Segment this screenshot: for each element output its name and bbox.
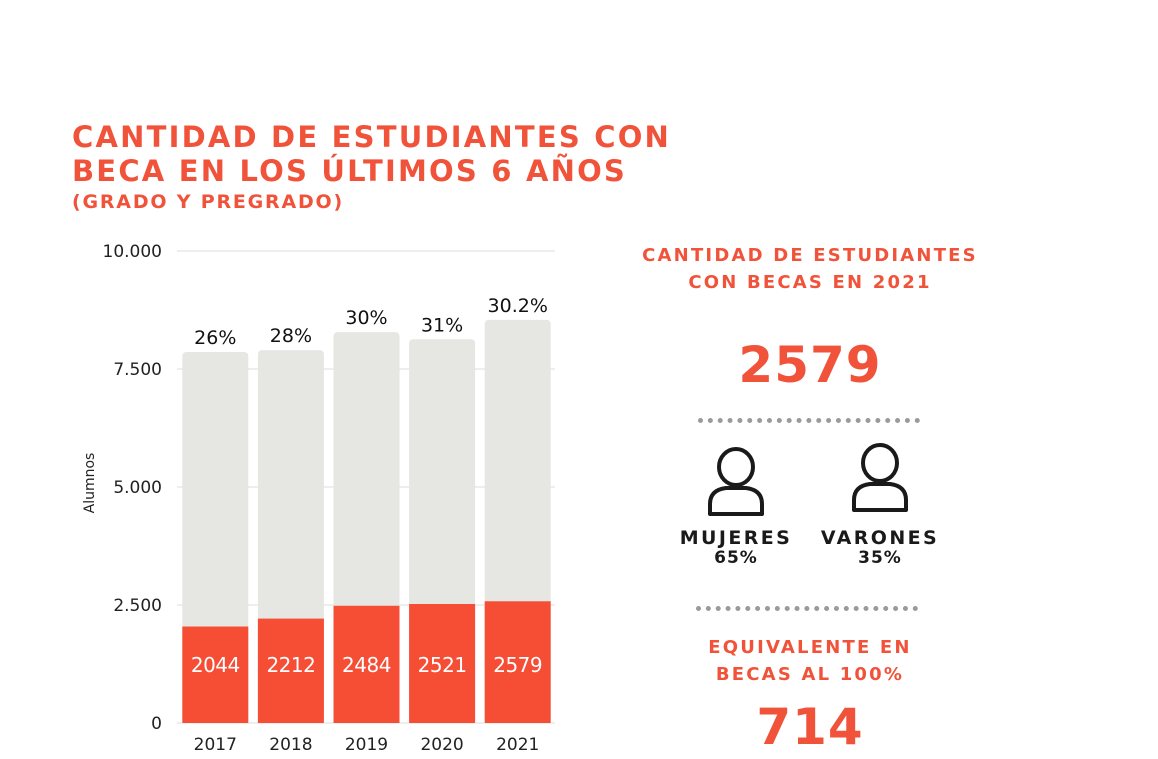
bar-percent-label: 30% (345, 307, 387, 329)
x-tick-label: 2020 (420, 735, 463, 755)
bar-percent-label: 30.2% (488, 295, 548, 317)
bar-chart: 0 2.500 5.000 7.500 10.000 Alumnos 2044 26% 2017… (82, 242, 555, 755)
title-subtitle: (GRADO Y PREGRADO) (72, 191, 344, 213)
divider-dots-2 (696, 606, 918, 611)
y-tick-label: 2.500 (113, 596, 162, 616)
women-percent: 65% (714, 548, 758, 568)
men-label: VARONES (820, 527, 940, 549)
y-tick-label: 5.000 (113, 478, 162, 498)
equivalent-line-2: BECAS AL 100% (715, 664, 905, 685)
divider-dots (698, 418, 920, 423)
bar-scholarship (182, 626, 249, 723)
x-tick-label: 2021 (496, 735, 539, 755)
summary-heading: CANTIDAD DE ESTUDIANTES CON BECAS EN 202… (620, 242, 1000, 296)
bar-scholarship (409, 604, 476, 723)
bar-value-label: 2579 (493, 653, 542, 677)
y-tick-label: 7.500 (113, 360, 162, 380)
x-tick-label: 2017 (194, 735, 237, 755)
chart-title: CANTIDAD DE ESTUDIANTES CON BECA EN LOS … (72, 120, 671, 214)
women-stat: MUJERES 65% (661, 446, 811, 568)
y-axis-label: Alumnos (82, 453, 98, 514)
men-stat: VARONES 35% (805, 442, 955, 568)
bar-percent-label: 31% (421, 314, 463, 336)
total-scholarships-value: 2579 (738, 336, 882, 394)
equivalent-heading: EQUIVALENTE EN BECAS AL 100% (620, 634, 1000, 688)
x-tick-label: 2018 (269, 735, 312, 755)
title-line-2: BECA EN LOS ÚLTIMOS 6 AÑOS (72, 154, 628, 188)
woman-user-icon (708, 447, 764, 516)
x-tick-label: 2019 (345, 735, 388, 755)
man-user-icon (852, 443, 908, 512)
summary-heading-line-2: CON BECAS EN 2021 (688, 272, 932, 293)
equivalent-line-1: EQUIVALENTE EN (708, 637, 912, 658)
women-label: MUJERES (679, 527, 793, 549)
bar-value-label: 2484 (342, 653, 391, 677)
bar-value-label: 2044 (191, 653, 240, 677)
y-tick-label: 10.000 (103, 242, 162, 262)
men-percent: 35% (858, 548, 902, 568)
y-tick-label: 0 (151, 714, 162, 734)
bar-scholarship (484, 601, 551, 723)
title-line-1: CANTIDAD DE ESTUDIANTES CON (72, 120, 672, 154)
bar-value-label: 2212 (266, 653, 315, 677)
bar-scholarship (333, 605, 400, 723)
bar-scholarship (257, 618, 324, 723)
bar-percent-label: 28% (270, 325, 312, 347)
summary-heading-line-1: CANTIDAD DE ESTUDIANTES (642, 245, 978, 266)
bar-value-label: 2521 (418, 653, 467, 677)
equivalent-value: 714 (756, 698, 864, 756)
bar-percent-label: 26% (194, 327, 236, 349)
